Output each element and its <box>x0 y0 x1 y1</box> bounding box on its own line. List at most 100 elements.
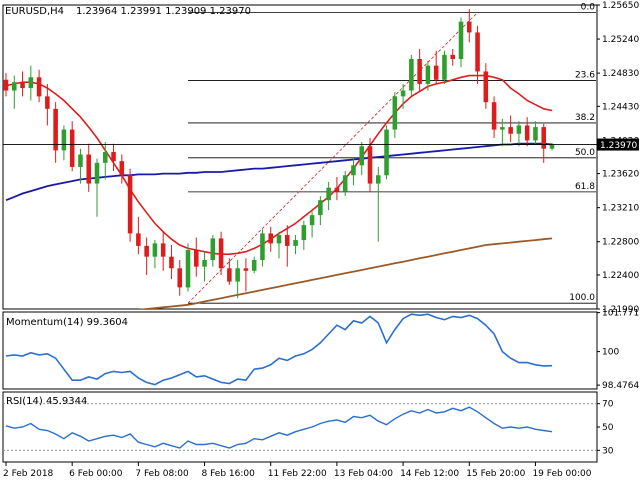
candle-body[interactable] <box>3 79 9 91</box>
candle[interactable] <box>20 71 25 97</box>
candle[interactable] <box>202 251 207 282</box>
candle[interactable] <box>483 63 489 109</box>
candle-body[interactable] <box>384 129 389 176</box>
candle-body[interactable] <box>293 240 298 246</box>
candle-body[interactable] <box>260 233 265 260</box>
candle[interactable] <box>425 60 431 91</box>
price-panel[interactable]: 1.256501.252401.248301.244301.240201.236… <box>2 1 639 335</box>
candle[interactable] <box>111 143 116 172</box>
candle[interactable] <box>36 69 42 103</box>
candle-body[interactable] <box>533 127 538 141</box>
candle[interactable] <box>359 142 365 176</box>
candle[interactable] <box>210 235 216 267</box>
candle-body[interactable] <box>28 77 34 89</box>
candle-body[interactable] <box>177 268 183 288</box>
candle[interactable] <box>326 181 331 211</box>
candle[interactable] <box>53 102 58 163</box>
candle[interactable] <box>367 137 373 192</box>
candle[interactable] <box>491 96 497 138</box>
candle-body[interactable] <box>466 21 472 33</box>
candle-body[interactable] <box>301 225 307 241</box>
candle[interactable] <box>86 143 92 192</box>
candle-body[interactable] <box>500 127 505 130</box>
candle[interactable] <box>301 220 307 251</box>
candle-body[interactable] <box>202 259 207 267</box>
candle-body[interactable] <box>442 54 447 80</box>
candle-body[interactable] <box>318 200 323 216</box>
candle-body[interactable] <box>475 32 480 72</box>
candle[interactable] <box>549 142 555 151</box>
candle-body[interactable] <box>326 187 331 201</box>
candle-body[interactable] <box>235 268 240 282</box>
candle[interactable] <box>417 49 422 93</box>
candle[interactable] <box>102 142 108 180</box>
candle[interactable] <box>351 158 356 186</box>
candle[interactable] <box>251 256 257 274</box>
candle-body[interactable] <box>309 215 315 226</box>
candle[interactable] <box>334 176 340 201</box>
candle-body[interactable] <box>450 54 456 59</box>
candle-body[interactable] <box>483 71 489 103</box>
candle[interactable] <box>94 158 100 217</box>
candle[interactable] <box>284 225 290 267</box>
candle-body[interactable] <box>508 127 513 134</box>
candle[interactable] <box>3 73 9 97</box>
candle-body[interactable] <box>392 96 398 130</box>
candle-body[interactable] <box>36 77 42 97</box>
rsi-panel[interactable]: 70 50 30 <box>2 391 614 463</box>
candle-body[interactable] <box>541 127 547 149</box>
candle[interactable] <box>127 168 133 242</box>
candle-body[interactable] <box>119 161 125 176</box>
candle-body[interactable] <box>367 146 373 184</box>
candle[interactable] <box>500 118 505 147</box>
candle-body[interactable] <box>111 152 116 162</box>
candle[interactable] <box>177 259 183 296</box>
candle[interactable] <box>243 258 249 292</box>
candle[interactable] <box>524 117 530 147</box>
candle-body[interactable] <box>127 175 133 234</box>
candle[interactable] <box>169 245 174 280</box>
candle-body[interactable] <box>549 144 555 149</box>
candle-body[interactable] <box>160 243 166 257</box>
candle-body[interactable] <box>516 125 522 134</box>
candle[interactable] <box>458 17 464 68</box>
candle[interactable] <box>392 92 398 138</box>
candle-body[interactable] <box>218 238 224 269</box>
candle-body[interactable] <box>425 65 431 84</box>
candle-body[interactable] <box>152 243 158 257</box>
candle[interactable] <box>442 50 447 84</box>
momentum-panel[interactable]: 101.7717 100 98.4764 <box>2 309 640 391</box>
candle-body[interactable] <box>491 102 497 130</box>
candle-body[interactable] <box>94 162 100 184</box>
candle[interactable] <box>144 237 149 275</box>
candle[interactable] <box>516 121 522 147</box>
candle-body[interactable] <box>409 58 414 91</box>
candle-body[interactable] <box>169 256 174 269</box>
candle[interactable] <box>342 171 348 197</box>
candle[interactable] <box>160 231 166 271</box>
candle[interactable] <box>309 210 315 238</box>
candle[interactable] <box>400 83 406 109</box>
candle[interactable] <box>268 226 274 252</box>
candle[interactable] <box>61 125 67 161</box>
candle-body[interactable] <box>524 125 530 141</box>
candle-body[interactable] <box>144 245 149 257</box>
candle-body[interactable] <box>20 82 25 89</box>
candle-body[interactable] <box>61 129 67 151</box>
candle-body[interactable] <box>276 235 282 244</box>
candle-body[interactable] <box>53 108 58 151</box>
candle[interactable] <box>533 121 538 144</box>
candle[interactable] <box>293 235 298 255</box>
candle-body[interactable] <box>193 250 199 267</box>
candle-body[interactable] <box>102 152 108 163</box>
candle[interactable] <box>508 115 513 143</box>
candle-body[interactable] <box>78 154 83 167</box>
candle[interactable] <box>260 229 265 267</box>
candle-body[interactable] <box>243 268 249 271</box>
candle[interactable] <box>227 258 232 285</box>
candle[interactable] <box>45 83 50 126</box>
candle[interactable] <box>409 54 414 97</box>
candle-body[interactable] <box>458 21 464 59</box>
